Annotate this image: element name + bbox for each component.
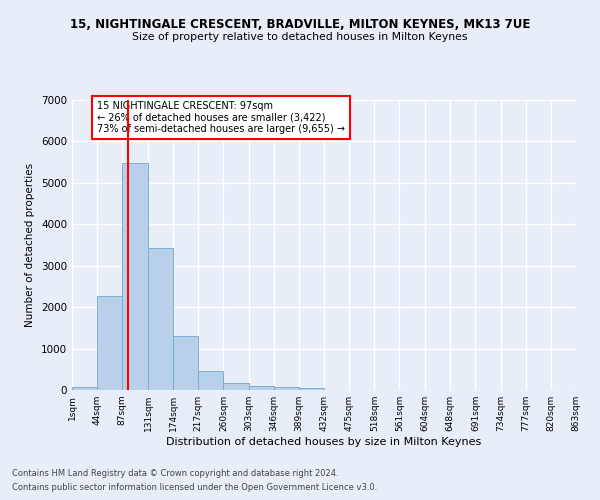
- Bar: [274, 388, 299, 390]
- Bar: [122, 163, 148, 390]
- X-axis label: Distribution of detached houses by size in Milton Keynes: Distribution of detached houses by size …: [166, 437, 482, 447]
- Bar: [248, 386, 274, 390]
- Bar: [223, 383, 248, 390]
- Text: 15, NIGHTINGALE CRESCENT, BRADVILLE, MILTON KEYNES, MK13 7UE: 15, NIGHTINGALE CRESCENT, BRADVILLE, MIL…: [70, 18, 530, 30]
- Bar: [72, 387, 97, 390]
- Bar: [97, 296, 122, 390]
- Text: Size of property relative to detached houses in Milton Keynes: Size of property relative to detached ho…: [132, 32, 468, 42]
- Text: Contains HM Land Registry data © Crown copyright and database right 2024.: Contains HM Land Registry data © Crown c…: [12, 468, 338, 477]
- Bar: [173, 336, 198, 390]
- Text: 15 NIGHTINGALE CRESCENT: 97sqm
← 26% of detached houses are smaller (3,422)
73% : 15 NIGHTINGALE CRESCENT: 97sqm ← 26% of …: [97, 101, 345, 134]
- Text: Contains public sector information licensed under the Open Government Licence v3: Contains public sector information licen…: [12, 484, 377, 492]
- Bar: [148, 248, 173, 390]
- Bar: [198, 370, 223, 390]
- Y-axis label: Number of detached properties: Number of detached properties: [25, 163, 35, 327]
- Bar: [299, 388, 324, 390]
